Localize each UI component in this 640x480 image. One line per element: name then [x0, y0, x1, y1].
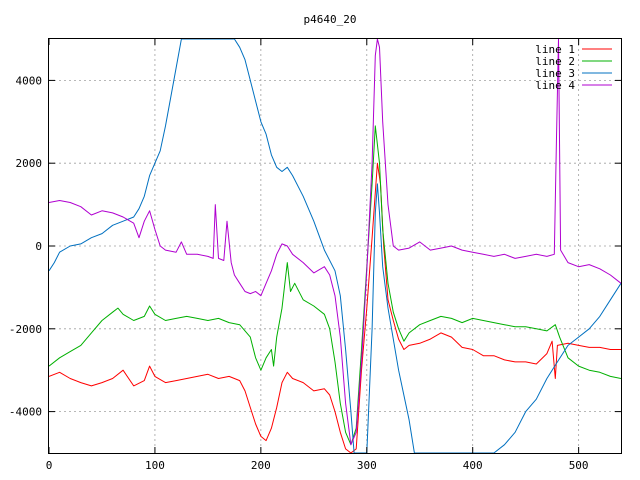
series-line-4 — [49, 39, 621, 446]
x-tick-label: 200 — [251, 459, 271, 472]
series-line-1 — [49, 162, 621, 453]
y-tick-label: -4000 — [9, 406, 42, 419]
y-tick-label: -2000 — [9, 323, 42, 336]
chart-title: p4640_20 — [304, 13, 357, 26]
x-tick-label: 0 — [46, 459, 53, 472]
y-tick-label: 4000 — [16, 74, 43, 87]
x-tick-label: 100 — [145, 459, 165, 472]
axis-ticks: 0 100 200 300 400 500 -4000 -2000 0 2000 4000 — [9, 39, 621, 472]
y-tick-label: 0 — [35, 240, 42, 253]
legend-label: line 1 — [535, 43, 575, 56]
x-tick-label: 300 — [357, 459, 377, 472]
legend-label: line 2 — [535, 55, 575, 68]
legend-label: line 3 — [535, 67, 575, 80]
series-line-3 — [49, 39, 621, 453]
legend-label: line 4 — [535, 79, 575, 92]
series-line-2 — [49, 125, 621, 446]
grid — [49, 39, 621, 453]
x-tick-label: 500 — [569, 459, 589, 472]
series-layer — [49, 39, 621, 453]
plot-frame — [48, 38, 622, 454]
x-tick-label: 400 — [463, 459, 483, 472]
y-tick-label: 2000 — [16, 157, 43, 170]
